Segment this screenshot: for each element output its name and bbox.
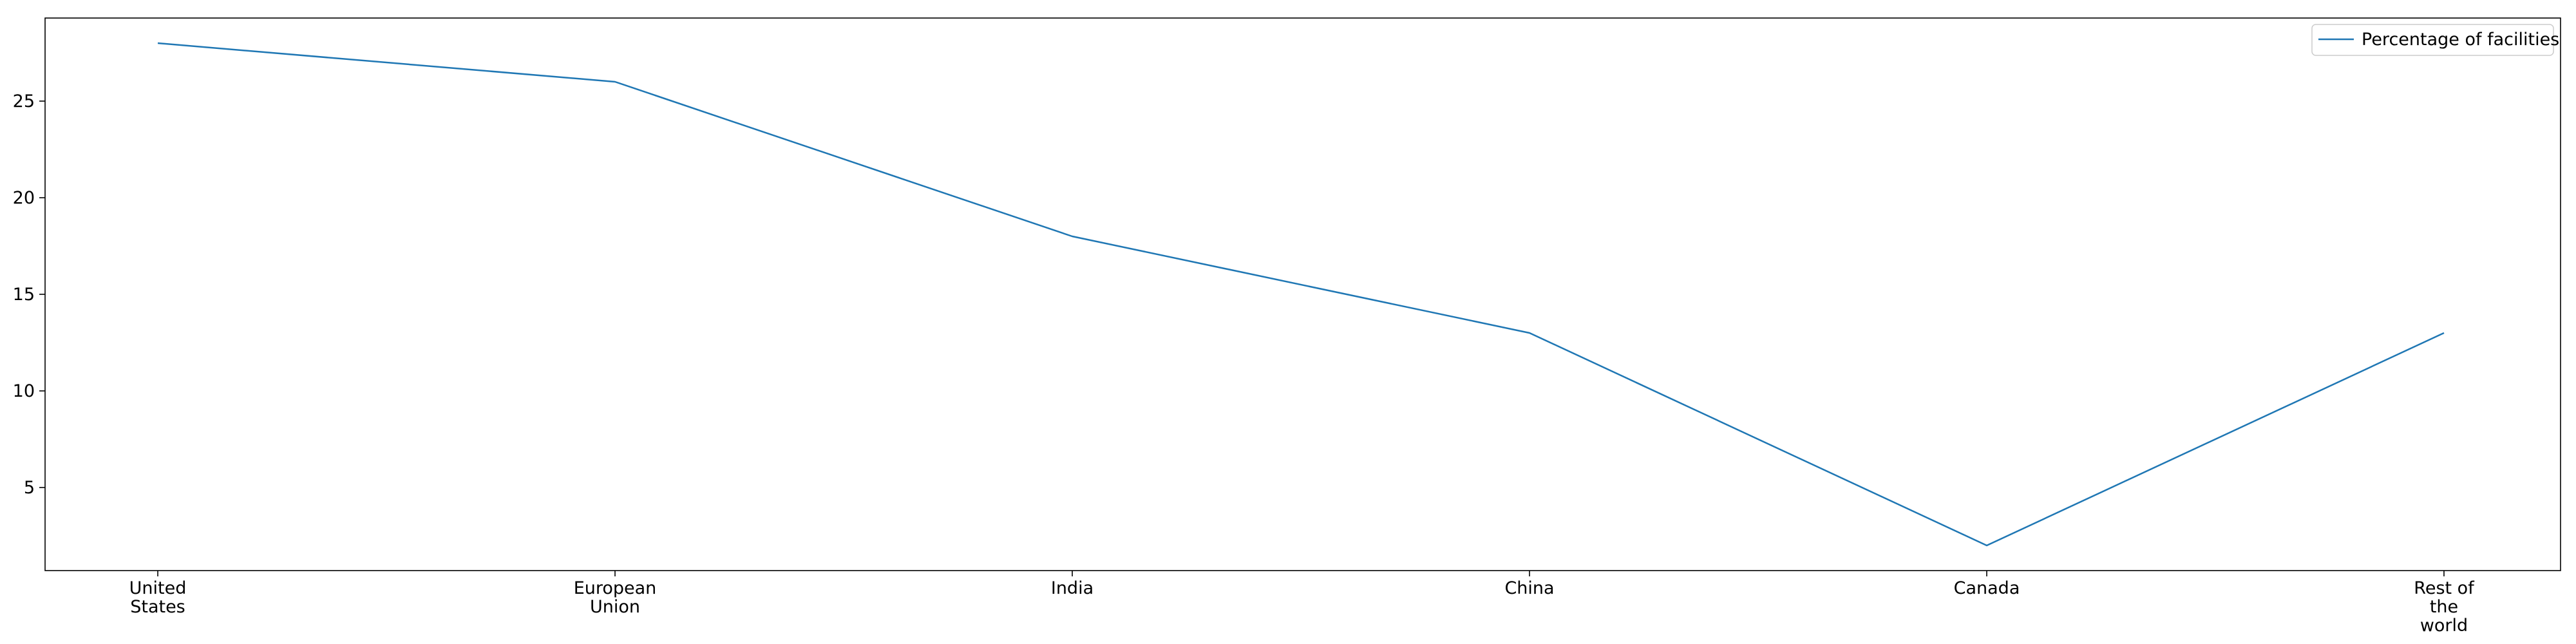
legend-label: Percentage of facilities <box>2362 30 2559 50</box>
x-tick-label: India <box>1051 578 1094 598</box>
x-tick-label: United States <box>129 578 187 617</box>
y-tick-label: 10 <box>13 381 35 401</box>
series-layer <box>157 42 2445 547</box>
x-axis: United States European Union India China Canad… <box>129 571 2475 636</box>
y-tick-label: 25 <box>13 91 35 111</box>
legend: Percentage of facilities <box>2311 24 2559 56</box>
plot-area <box>44 17 2561 571</box>
x-tick-label: European Union <box>574 578 657 617</box>
y-tick-label: 5 <box>24 478 35 498</box>
x-tick-label: Canada <box>1954 578 2020 598</box>
y-tick-label: 20 <box>13 188 35 208</box>
legend-frame <box>2311 24 2554 56</box>
series-line <box>157 42 2445 547</box>
x-tick-label: Rest of the world <box>2414 578 2475 636</box>
y-tick-label: 15 <box>13 285 35 305</box>
y-axis: 5 10 15 20 25 <box>13 91 45 498</box>
x-tick-label: China <box>1504 578 1554 598</box>
